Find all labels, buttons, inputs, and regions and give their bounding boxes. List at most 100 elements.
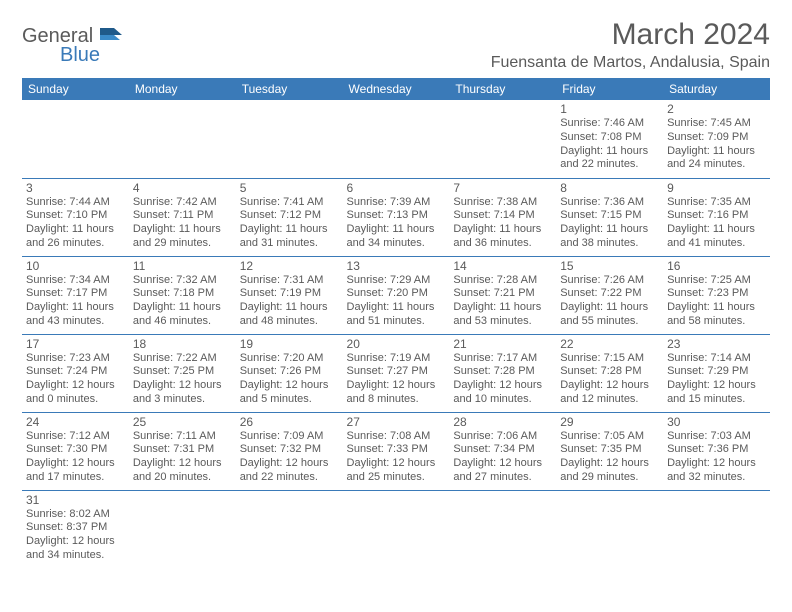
day-info: Daylight: 12 hours	[240, 379, 339, 393]
day-info: Sunrise: 7:25 AM	[667, 274, 766, 288]
day-info: Sunset: 7:18 PM	[133, 287, 232, 301]
day-number: 29	[560, 415, 659, 429]
day-number: 24	[26, 415, 125, 429]
calendar-cell: 3Sunrise: 7:44 AMSunset: 7:10 PMDaylight…	[22, 178, 129, 256]
day-info: and 41 minutes.	[667, 237, 766, 251]
day-number: 19	[240, 337, 339, 351]
day-info: Daylight: 11 hours	[667, 145, 766, 159]
day-info: and 15 minutes.	[667, 393, 766, 407]
day-info: Daylight: 11 hours	[133, 223, 232, 237]
day-info: and 22 minutes.	[240, 471, 339, 485]
day-info: and 32 minutes.	[667, 471, 766, 485]
day-info: Sunset: 7:31 PM	[133, 443, 232, 457]
day-info: Sunset: 7:30 PM	[26, 443, 125, 457]
day-info: Sunrise: 7:31 AM	[240, 274, 339, 288]
calendar-cell: 17Sunrise: 7:23 AMSunset: 7:24 PMDayligh…	[22, 334, 129, 412]
logo-text-2: Blue	[60, 45, 122, 65]
day-info: Daylight: 11 hours	[347, 301, 446, 315]
day-info: and 25 minutes.	[347, 471, 446, 485]
day-info: Daylight: 12 hours	[453, 379, 552, 393]
calendar-cell: 13Sunrise: 7:29 AMSunset: 7:20 PMDayligh…	[343, 256, 450, 334]
day-number: 3	[26, 181, 125, 195]
day-info: and 58 minutes.	[667, 315, 766, 329]
day-info: Sunrise: 7:35 AM	[667, 196, 766, 210]
day-info: Daylight: 12 hours	[26, 457, 125, 471]
day-info: and 29 minutes.	[560, 471, 659, 485]
day-info: Sunrise: 7:17 AM	[453, 352, 552, 366]
day-info: Sunrise: 7:38 AM	[453, 196, 552, 210]
calendar-cell: 18Sunrise: 7:22 AMSunset: 7:25 PMDayligh…	[129, 334, 236, 412]
calendar-cell	[22, 100, 129, 178]
day-info: Sunset: 7:36 PM	[667, 443, 766, 457]
day-info: Daylight: 11 hours	[240, 223, 339, 237]
day-number: 22	[560, 337, 659, 351]
calendar-cell: 31Sunrise: 8:02 AMSunset: 8:37 PMDayligh…	[22, 490, 129, 568]
day-info: Sunrise: 7:23 AM	[26, 352, 125, 366]
weekday-header: Monday	[129, 78, 236, 100]
day-info: Sunrise: 7:11 AM	[133, 430, 232, 444]
day-number: 12	[240, 259, 339, 273]
calendar-cell: 15Sunrise: 7:26 AMSunset: 7:22 PMDayligh…	[556, 256, 663, 334]
day-info: Sunrise: 7:45 AM	[667, 117, 766, 131]
day-number: 6	[347, 181, 446, 195]
day-info: Sunrise: 7:20 AM	[240, 352, 339, 366]
day-info: and 29 minutes.	[133, 237, 232, 251]
day-info: Sunset: 7:23 PM	[667, 287, 766, 301]
calendar-head: SundayMondayTuesdayWednesdayThursdayFrid…	[22, 78, 770, 100]
day-info: Daylight: 12 hours	[26, 535, 125, 549]
day-info: and 46 minutes.	[133, 315, 232, 329]
day-info: Sunset: 7:16 PM	[667, 209, 766, 223]
calendar-cell: 28Sunrise: 7:06 AMSunset: 7:34 PMDayligh…	[449, 412, 556, 490]
day-info: Sunset: 7:20 PM	[347, 287, 446, 301]
day-info: Daylight: 11 hours	[453, 223, 552, 237]
day-info: and 36 minutes.	[453, 237, 552, 251]
day-info: Daylight: 11 hours	[26, 223, 125, 237]
day-info: Sunset: 7:15 PM	[560, 209, 659, 223]
day-number: 26	[240, 415, 339, 429]
day-info: Sunrise: 7:39 AM	[347, 196, 446, 210]
day-number: 30	[667, 415, 766, 429]
day-info: and 22 minutes.	[560, 158, 659, 172]
day-info: Daylight: 11 hours	[667, 223, 766, 237]
weekday-header: Tuesday	[236, 78, 343, 100]
day-number: 28	[453, 415, 552, 429]
day-number: 7	[453, 181, 552, 195]
day-info: and 27 minutes.	[453, 471, 552, 485]
day-info: Sunset: 7:14 PM	[453, 209, 552, 223]
calendar-cell: 11Sunrise: 7:32 AMSunset: 7:18 PMDayligh…	[129, 256, 236, 334]
calendar-cell	[343, 100, 450, 178]
calendar-cell: 5Sunrise: 7:41 AMSunset: 7:12 PMDaylight…	[236, 178, 343, 256]
day-info: and 10 minutes.	[453, 393, 552, 407]
calendar-cell: 7Sunrise: 7:38 AMSunset: 7:14 PMDaylight…	[449, 178, 556, 256]
day-info: Sunset: 7:08 PM	[560, 131, 659, 145]
weekday-header: Friday	[556, 78, 663, 100]
weekday-header: Wednesday	[343, 78, 450, 100]
day-info: Sunrise: 7:03 AM	[667, 430, 766, 444]
location: Fuensanta de Martos, Andalusia, Spain	[491, 54, 770, 72]
day-info: and 51 minutes.	[347, 315, 446, 329]
calendar-cell	[129, 100, 236, 178]
day-info: Daylight: 11 hours	[133, 301, 232, 315]
day-info: Sunrise: 7:41 AM	[240, 196, 339, 210]
calendar-cell: 24Sunrise: 7:12 AMSunset: 7:30 PMDayligh…	[22, 412, 129, 490]
calendar-row: 24Sunrise: 7:12 AMSunset: 7:30 PMDayligh…	[22, 412, 770, 490]
day-info: Daylight: 11 hours	[560, 301, 659, 315]
day-info: Daylight: 12 hours	[667, 457, 766, 471]
day-info: and 17 minutes.	[26, 471, 125, 485]
day-info: and 34 minutes.	[347, 237, 446, 251]
calendar-cell	[663, 490, 770, 568]
day-info: Sunset: 7:17 PM	[26, 287, 125, 301]
day-number: 16	[667, 259, 766, 273]
day-number: 25	[133, 415, 232, 429]
day-info: Daylight: 11 hours	[560, 223, 659, 237]
calendar-row: 1Sunrise: 7:46 AMSunset: 7:08 PMDaylight…	[22, 100, 770, 178]
calendar-cell	[449, 100, 556, 178]
day-number: 4	[133, 181, 232, 195]
day-info: Sunrise: 7:08 AM	[347, 430, 446, 444]
calendar-cell: 12Sunrise: 7:31 AMSunset: 7:19 PMDayligh…	[236, 256, 343, 334]
day-info: Sunrise: 7:22 AM	[133, 352, 232, 366]
weekday-header: Saturday	[663, 78, 770, 100]
weekday-header: Thursday	[449, 78, 556, 100]
calendar-cell: 2Sunrise: 7:45 AMSunset: 7:09 PMDaylight…	[663, 100, 770, 178]
day-info: Daylight: 12 hours	[26, 379, 125, 393]
